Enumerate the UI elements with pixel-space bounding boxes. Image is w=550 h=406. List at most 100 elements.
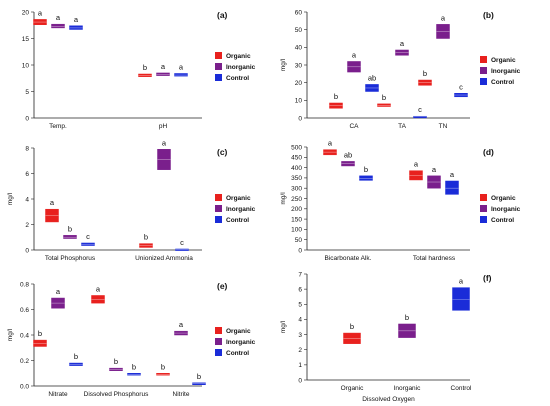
y-tick-label: 0.2	[20, 358, 29, 365]
panel-c: 0 2 4 6 8 mg/l Total Phosphorus Unionized Ammon…	[7, 138, 256, 262]
legend-swatch-organic	[215, 52, 222, 59]
significance-label: c	[459, 82, 463, 91]
legend-swatch-organic	[215, 194, 222, 201]
significance-label: b	[38, 329, 42, 338]
significance-label: a	[432, 165, 437, 174]
legend-swatch-inorganic	[215, 63, 222, 70]
x-tick-label: Dissolved Phosphorus	[84, 391, 149, 398]
panel-label: (b)	[483, 10, 494, 20]
y-axis-label: mg/l	[7, 328, 14, 341]
legend-label: Organic	[491, 57, 516, 64]
y-tick-label: 350	[291, 175, 302, 182]
legend-swatch-organic	[215, 327, 222, 334]
y-tick-label: 0	[25, 115, 29, 122]
significance-label: c	[180, 238, 184, 247]
y-tick-label: 6	[25, 171, 29, 178]
significance-label: b	[382, 93, 386, 102]
y-tick-label: 20	[22, 9, 30, 16]
legend-label: Control	[226, 350, 249, 357]
y-tick-label: 5	[298, 302, 302, 309]
y-tick-label: 2	[25, 222, 29, 229]
y-tick-label: 0.6	[20, 307, 29, 314]
legend-label: Control	[491, 79, 514, 86]
panel-f: 0 1 2 3 4 5 6 7 mg/l Organic Inorganic Control Disso…	[280, 271, 492, 403]
y-tick-label: 60	[295, 9, 303, 16]
y-tick-label: 0	[298, 247, 302, 254]
significance-label: a	[179, 320, 184, 329]
panel-label: (f)	[483, 273, 492, 283]
legend-label: Control	[226, 217, 249, 224]
panel-d: 0 50 100 150 200 250 300 350 400 450 500 mg/l Bicarb…	[280, 139, 521, 262]
y-tick-label: 20	[295, 80, 303, 87]
y-tick-label: 0.0	[20, 383, 29, 390]
box-inorganic	[63, 235, 77, 239]
box-organic	[377, 103, 391, 107]
y-tick-label: 250	[291, 196, 302, 203]
y-tick-label: 4	[298, 317, 302, 324]
significance-label: a	[56, 287, 61, 296]
y-tick-label: 100	[291, 227, 302, 234]
legend: Organic Inorganic Control	[480, 194, 521, 224]
significance-label: b	[161, 362, 165, 371]
significance-label: a	[96, 284, 101, 293]
y-tick-label: 0	[298, 377, 302, 384]
significance-label: b	[74, 352, 78, 361]
legend-label: Organic	[226, 328, 251, 335]
legend-swatch-inorganic	[215, 338, 222, 345]
significance-label: a	[441, 13, 446, 22]
legend: Organic Inorganic Control	[215, 194, 256, 224]
y-tick-label: 0.4	[20, 332, 29, 339]
x-tick-label: Inorganic	[394, 385, 421, 392]
x-tick-label: TN	[439, 123, 448, 130]
y-axis-label: mg/l	[280, 192, 287, 205]
significance-label: a	[161, 62, 166, 71]
significance-label: c	[418, 105, 422, 114]
legend-swatch-inorganic	[215, 205, 222, 212]
legend-swatch-control	[215, 216, 222, 223]
y-tick-label: 450	[291, 155, 302, 162]
y-tick-label: 300	[291, 186, 302, 193]
significance-label: b	[114, 357, 118, 366]
x-tick-label: Nitrite	[173, 391, 190, 398]
legend: Organic Inorganic Control	[215, 52, 256, 82]
legend-swatch-inorganic	[480, 67, 487, 74]
legend-label: Inorganic	[226, 206, 256, 213]
y-tick-label: 40	[295, 45, 303, 52]
x-tick-label: TA	[398, 123, 406, 130]
significance-label: c	[86, 232, 90, 241]
significance-label: a	[352, 50, 357, 59]
y-axis-label: mg/l	[7, 192, 14, 205]
panel-e: 0.0 0.2 0.4 0.6 0.8 mg/l Nitrate Dissolved Phos…	[7, 281, 256, 398]
panel-a: 0 5 10 15 20 Temp. pH a a a b a a (a) Organic Inorganic…	[22, 8, 256, 130]
box-control	[175, 248, 189, 251]
x-tick-label: Temp.	[49, 123, 67, 130]
y-tick-label: 400	[291, 165, 302, 172]
significance-label: a	[50, 198, 55, 207]
x-axis-title: Dissolved Oxygen	[362, 396, 415, 403]
y-tick-label: 150	[291, 216, 302, 223]
legend-label: Inorganic	[491, 68, 521, 75]
panel-label: (c)	[217, 147, 228, 157]
significance-label: b	[68, 224, 72, 233]
x-tick-label: Organic	[341, 385, 365, 392]
y-tick-label: 6	[298, 286, 302, 293]
significance-label: a	[450, 170, 455, 179]
legend-label: Inorganic	[226, 339, 256, 346]
legend: Organic Inorganic Control	[480, 56, 521, 86]
significance-label: b	[197, 372, 201, 381]
x-tick-label: CA	[349, 123, 359, 130]
y-tick-label: 5	[25, 89, 29, 96]
significance-label: a	[74, 15, 79, 24]
significance-label: ab	[344, 150, 352, 159]
significance-label: a	[56, 13, 61, 22]
significance-label: b	[334, 92, 338, 101]
significance-label: b	[364, 165, 368, 174]
significance-label: a	[414, 160, 419, 169]
y-tick-label: 4	[25, 196, 29, 203]
legend-label: Inorganic	[491, 206, 521, 213]
y-tick-label: 8	[25, 145, 29, 152]
box-control	[413, 115, 427, 119]
significance-label: a	[38, 8, 43, 17]
legend: Organic Inorganic Control	[215, 327, 256, 357]
y-tick-label: 15	[22, 36, 30, 43]
